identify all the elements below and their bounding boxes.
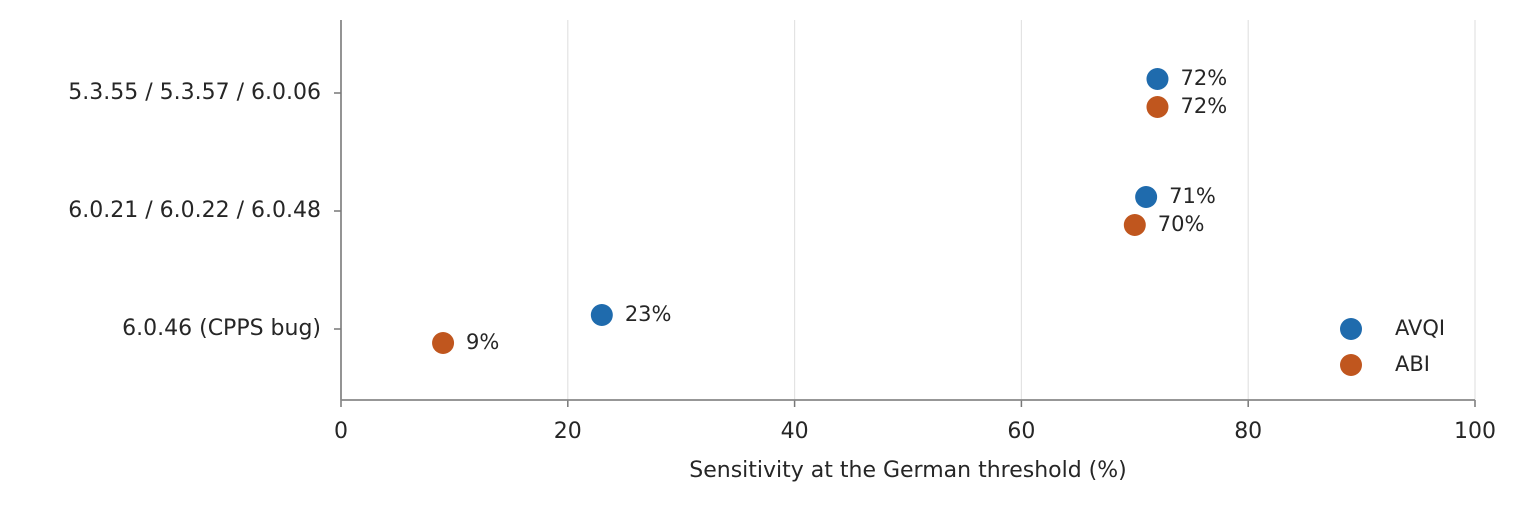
x-tick-label: 80: [1234, 419, 1262, 444]
legend-label: ABI: [1395, 352, 1430, 376]
dot: [1146, 96, 1169, 118]
dot: [1146, 68, 1169, 90]
y-tick-label: 5.3.55 / 5.3.57 / 6.0.06: [68, 80, 321, 105]
legend-marker: [1340, 318, 1362, 340]
x-tick-label: 40: [781, 419, 809, 444]
x-tick-label: 100: [1454, 419, 1496, 444]
y-tick-label: 6.0.46 (CPPS bug): [122, 316, 321, 341]
value-label: 23%: [625, 302, 672, 326]
x-tick-label: 60: [1007, 419, 1035, 444]
value-label: 9%: [466, 330, 499, 354]
value-label: 72%: [1180, 66, 1227, 90]
y-tick-label: 6.0.21 / 6.0.22 / 6.0.48: [68, 198, 321, 223]
dot: [1135, 186, 1158, 208]
value-label: 72%: [1180, 94, 1227, 118]
value-label: 71%: [1169, 184, 1216, 208]
dot: [590, 304, 613, 326]
x-tick-label: 20: [554, 419, 582, 444]
x-axis-label: Sensitivity at the German threshold (%): [689, 458, 1127, 483]
legend-marker: [1340, 354, 1362, 376]
dot: [432, 332, 455, 354]
value-label: 70%: [1158, 212, 1205, 236]
dot: [1123, 214, 1146, 236]
x-tick-label: 0: [334, 419, 348, 444]
legend-label: AVQI: [1395, 316, 1445, 340]
